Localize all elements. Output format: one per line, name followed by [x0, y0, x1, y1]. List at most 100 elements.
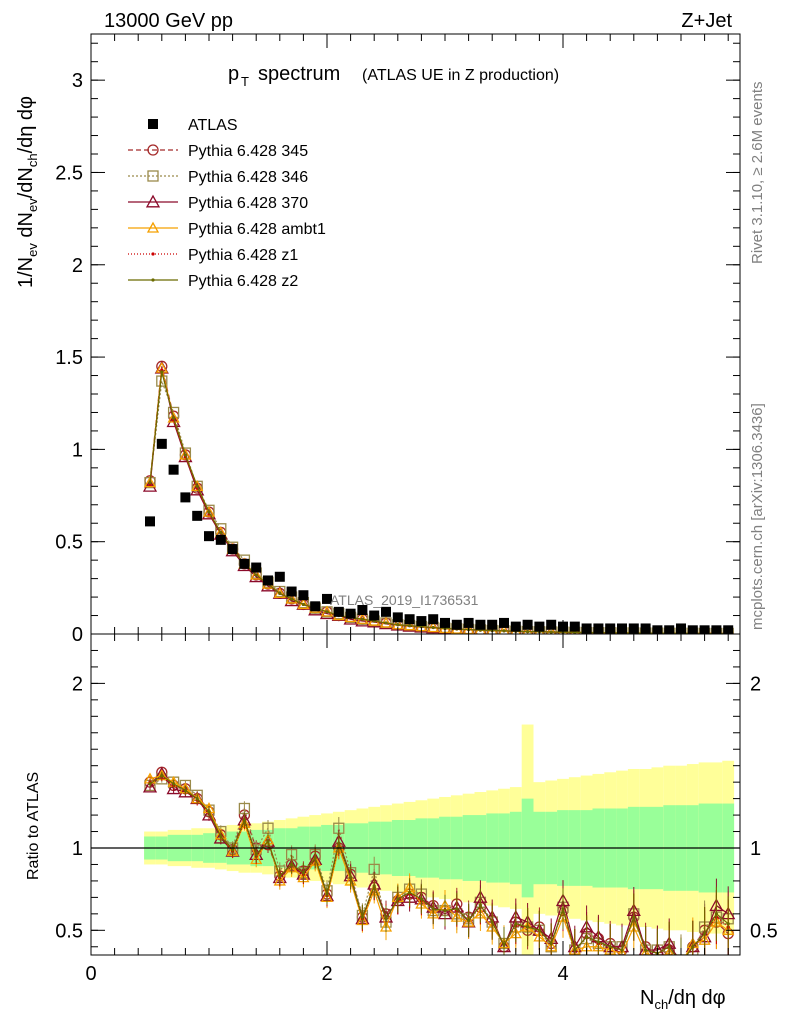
main-point-s5-22: [408, 624, 412, 628]
main-point-s5-2: [172, 416, 176, 420]
legend-label-5: Pythia 6.428 z1: [188, 247, 298, 264]
atlas-point-2: [168, 464, 179, 475]
main-ytick-label-3: 1.5: [55, 347, 83, 369]
ratio-point-s5-1: [160, 773, 164, 778]
ratio-frame: [90, 633, 741, 956]
ratio-point-s5-28: [478, 904, 482, 908]
ratio-y-label: Ratio to ATLAS: [25, 772, 42, 880]
ratio-point-s2-2: [166, 781, 181, 795]
atlas-point-20: [381, 606, 391, 617]
main-point-s3-12: [285, 592, 298, 604]
main-point-s5-34: [549, 630, 553, 634]
atlas-point-38: [593, 623, 604, 634]
main-point-s5-11: [278, 591, 282, 595]
main-ytick-label-1: 0.5: [55, 532, 83, 554]
ratio-point-s3-42: [641, 947, 651, 955]
main-point-s3-13: [297, 598, 310, 610]
legend-label-2: Pythia 6.428 346: [188, 169, 308, 186]
ratio-point-s5-42: [644, 948, 648, 952]
atlas-point-0: [145, 516, 155, 527]
atlas-point-34: [546, 619, 557, 630]
title-sub: T: [241, 74, 249, 89]
ratio-point-s5-17: [349, 876, 353, 880]
legend-marker-6: [151, 278, 155, 282]
main-y-label-text: 1/Nev dNev/dNch/dη dφ: [15, 96, 40, 288]
atlas-point-7: [227, 544, 238, 555]
atlas-point-28: [475, 619, 486, 630]
ratio-point-s5-8: [242, 818, 246, 822]
atlas-point-10: [263, 575, 273, 586]
legend-marker-5: [151, 252, 155, 256]
ratio-point-s5-10: [266, 839, 270, 844]
ratio-point-s5-33: [537, 928, 542, 932]
main-point-s5-24: [431, 625, 435, 630]
atlas-point-13: [298, 590, 309, 601]
ratio-ytick-label-r-1: 1: [750, 838, 761, 860]
main-point-s5-21: [396, 623, 400, 627]
legend-marker-3: [145, 194, 161, 208]
atlas-point-17: [345, 608, 356, 619]
ratio-point-s5-3: [183, 788, 187, 792]
ratio-line-1: [149, 778, 729, 955]
main-point-s3-2: [167, 411, 180, 423]
ratio-point-s5-6: [219, 834, 223, 839]
ratio-point-s5-27: [467, 918, 471, 923]
title-p: p: [228, 63, 239, 85]
ratio-line-5: [149, 774, 729, 955]
atlas-point-19: [369, 610, 380, 621]
main-point-s5-3: [183, 453, 187, 457]
ratio-point-s5-48: [714, 912, 719, 916]
main-point-s5-0: [148, 481, 152, 485]
ratio-point-s5-44: [667, 945, 671, 949]
main-point-s5-6: [219, 530, 223, 535]
ratio-point-s5-45: [679, 962, 682, 965]
ratio-point-s5-15: [325, 892, 329, 896]
main-point-s5-5: [207, 510, 211, 514]
atlas-point-46: [687, 625, 698, 634]
main-point-s5-18: [360, 617, 364, 621]
ratio-point-s5-22: [408, 890, 412, 895]
legend-label-0: ATLAS: [188, 117, 238, 134]
ratio-point-s5-36: [573, 948, 577, 952]
atlas-point-14: [310, 601, 321, 612]
ratio-point-s3-40: [617, 947, 627, 955]
main-point-s5-9: [254, 573, 258, 577]
ratio-point-s5-34: [549, 941, 553, 946]
atlas-point-9: [251, 562, 262, 573]
main-point-s3-0: [143, 476, 157, 488]
main-point-s5-20: [384, 621, 388, 625]
main-point-s5-13: [301, 602, 305, 607]
ratio-point-s5-19: [372, 884, 376, 888]
ratio-point-s5-12: [290, 862, 294, 867]
atlas-point-18: [357, 605, 368, 615]
atlas-point-44: [664, 625, 675, 634]
ratio-point-s5-18: [360, 915, 364, 919]
ratio-point-s0-45: [676, 958, 686, 968]
header-right: Z+Jet: [681, 10, 732, 32]
main-point-s5-1: [160, 370, 164, 374]
ratio-point-s5-26: [455, 907, 459, 911]
main-point-s2-4: [190, 482, 205, 496]
ratio-point-s5-24: [431, 907, 435, 911]
main-ytick-label-2: 1: [72, 439, 83, 461]
ratio-ytick-label-r-0: 0.5: [750, 920, 778, 942]
main-point-s5-30: [502, 629, 506, 633]
ratio-plot-axes: 0.5 0.5 1 1 2 2 0 2 4: [55, 633, 778, 985]
main-point-s2-0: [142, 478, 158, 492]
ratio-point-s5-47: [703, 932, 707, 936]
ratio-point-s5-7: [231, 848, 235, 852]
atlas-point-25: [440, 617, 450, 628]
x-tick-label-1: 2: [321, 963, 332, 985]
x-axis-label: Nch/dη dφ: [640, 987, 726, 1012]
x-tick-label-0: 0: [85, 963, 96, 985]
main-ytick-label-4: 2: [72, 255, 83, 277]
header-left: 13000 GeV pp: [104, 10, 233, 32]
x-tick-label-2: 4: [557, 963, 568, 985]
main-point-s3-9: [250, 568, 263, 580]
ratio-point-s5-39: [608, 945, 612, 949]
main-point-s3-4: [191, 479, 204, 491]
ratio-point-s5-2: [172, 782, 176, 786]
main-point-s5-15: [325, 610, 329, 614]
atlas-point-15: [322, 593, 332, 604]
main-ytick-label-0: 0: [72, 624, 83, 646]
